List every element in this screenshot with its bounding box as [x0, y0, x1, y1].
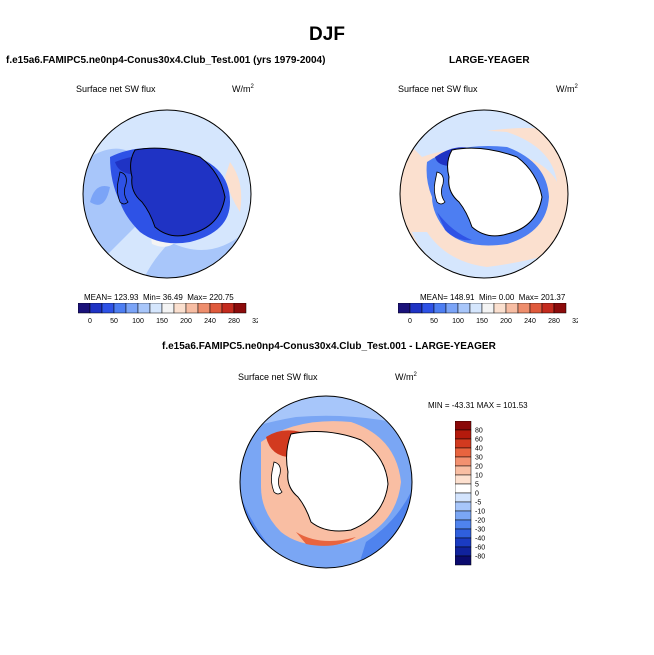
control-colorbar-tick-label: 100	[452, 318, 464, 325]
test-colorbar-box	[197, 303, 211, 314]
diff-colorbar-box	[455, 519, 472, 530]
colorbar-test: 0 50 100 150 200 240 280 320	[78, 303, 258, 325]
diff-colorbar-box	[455, 510, 472, 521]
diff-colorbar-tick-label: 40	[475, 446, 483, 453]
control-colorbar-box	[433, 303, 447, 314]
colorbar-control: 0 50 100 150 200 240 280 320	[398, 303, 578, 325]
variable-label-test: Surface net SW flux	[76, 84, 156, 94]
diff-colorbar-box	[455, 438, 472, 449]
test-colorbar-box	[89, 303, 103, 314]
panel-title-test: f.e15a6.FAMIPC5.ne0np4-Conus30x4.Club_Te…	[6, 55, 326, 66]
stats-control: MEAN= 148.91 Min= 0.00 Max= 201.37	[420, 293, 566, 302]
control-colorbar-box	[493, 303, 507, 314]
control-colorbar-tick-label: 200	[500, 318, 512, 325]
test-colorbar-tick-label: 150	[156, 318, 168, 325]
control-colorbar-tick-label: 150	[476, 318, 488, 325]
test-colorbar-tick-label: 50	[110, 318, 118, 325]
diff-colorbar-box	[455, 483, 472, 494]
test-colorbar-tick-label: 200	[180, 318, 192, 325]
diff-colorbar-tick-label: -20	[475, 518, 485, 525]
control-colorbar-box	[421, 303, 435, 314]
page-title: DJF	[309, 24, 345, 45]
control-colorbar-box	[481, 303, 495, 314]
control-colorbar-box	[398, 303, 411, 314]
control-colorbar-tick-label: 280	[548, 318, 560, 325]
control-colorbar-box	[469, 303, 483, 314]
polar-map-test	[82, 109, 252, 279]
test-colorbar-box	[233, 303, 247, 314]
test-colorbar-tick-label: 240	[204, 318, 216, 325]
diff-colorbar-box	[455, 528, 472, 539]
control-colorbar-tick-label: 320	[572, 318, 578, 325]
test-colorbar-box	[113, 303, 127, 314]
panel-title-diff: f.e15a6.FAMIPC5.ne0np4-Conus30x4.Club_Te…	[162, 341, 496, 352]
diff-colorbar-box	[455, 456, 472, 467]
test-colorbar-box	[78, 303, 91, 314]
control-colorbar-box	[409, 303, 423, 314]
control-colorbar-tick-label: 50	[430, 318, 438, 325]
control-colorbar-box	[457, 303, 471, 314]
control-colorbar-box	[445, 303, 459, 314]
diff-colorbar-tick-label: 20	[475, 464, 483, 471]
diff-colorbar-box	[455, 421, 472, 431]
control-colorbar-tick-label: 0	[408, 318, 412, 325]
variable-label-control: Surface net SW flux	[398, 84, 478, 94]
polar-map-control	[399, 109, 569, 279]
control-colorbar-box	[553, 303, 567, 314]
control-colorbar-box	[505, 303, 519, 314]
test-colorbar-box	[185, 303, 199, 314]
diff-colorbar-tick-label: -40	[475, 536, 485, 543]
diff-colorbar-tick-label: 80	[475, 428, 483, 435]
stats-test: MEAN= 123.93 Min= 36.49 Max= 220.75	[84, 293, 234, 302]
diff-colorbar-box	[455, 546, 472, 557]
units-label-control: W/m2	[556, 84, 578, 94]
diff-colorbar-box	[455, 474, 472, 485]
control-colorbar-box	[541, 303, 555, 314]
diff-colorbar-box	[455, 492, 472, 503]
control-colorbar-tick-label: 240	[524, 318, 536, 325]
test-colorbar-box	[137, 303, 151, 314]
test-colorbar-box	[161, 303, 175, 314]
diff-colorbar-tick-label: -80	[475, 554, 485, 561]
test-colorbar-box	[101, 303, 115, 314]
stats-diff: MIN = -43.31 MAX = 101.53	[428, 401, 528, 410]
variable-label-diff: Surface net SW flux	[238, 372, 318, 382]
panel-title-control: LARGE-YEAGER	[449, 55, 530, 66]
diff-colorbar-box	[455, 429, 472, 440]
diff-colorbar-box	[455, 447, 472, 458]
test-colorbar-box	[149, 303, 163, 314]
diff-colorbar-tick-label: -30	[475, 527, 485, 534]
control-colorbar-box	[517, 303, 531, 314]
diff-colorbar-tick-label: 30	[475, 455, 483, 462]
test-colorbar-box	[221, 303, 235, 314]
diff-colorbar-tick-label: 5	[475, 482, 479, 489]
test-colorbar-tick-label: 0	[88, 318, 92, 325]
polar-map-diff	[239, 395, 413, 569]
test-colorbar-box	[173, 303, 187, 314]
units-label-test: W/m2	[232, 84, 254, 94]
test-colorbar-tick-label: 100	[132, 318, 144, 325]
diff-colorbar-tick-label: -10	[475, 509, 485, 516]
diff-colorbar-tick-label: 60	[475, 437, 483, 444]
diff-colorbar-tick-label: -5	[475, 500, 481, 507]
test-colorbar-box	[209, 303, 223, 314]
control-colorbar-box	[529, 303, 543, 314]
colorbar-diff: 80 60 40 30 20 10 5 0 -5 -10 -20 -30 -40 -60 -80	[455, 421, 485, 566]
units-label-diff: W/m2	[395, 372, 417, 382]
diff-colorbar-box	[455, 537, 472, 548]
diff-colorbar-box	[455, 555, 472, 566]
diff-colorbar-tick-label: -60	[475, 545, 485, 552]
diff-colorbar-tick-label: 0	[475, 491, 479, 498]
test-colorbar-tick-label: 280	[228, 318, 240, 325]
diff-colorbar-box	[455, 465, 472, 476]
test-colorbar-box	[125, 303, 139, 314]
diff-colorbar-tick-label: 10	[475, 473, 483, 480]
test-colorbar-tick-label: 320	[252, 318, 258, 325]
diff-colorbar-box	[455, 501, 472, 512]
